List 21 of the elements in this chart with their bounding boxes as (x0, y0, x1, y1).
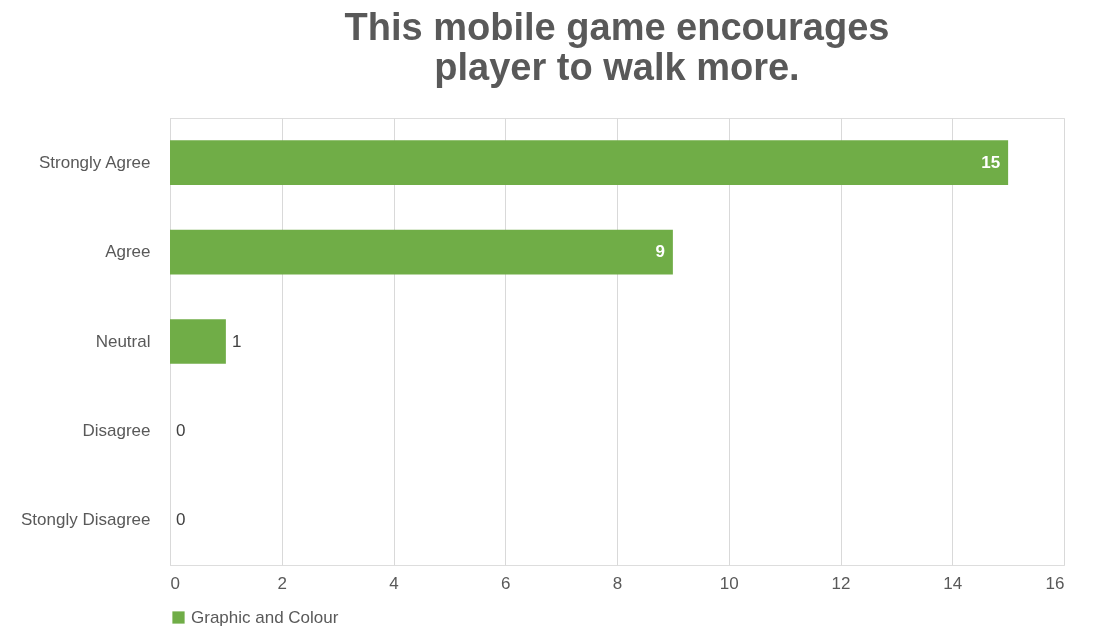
x-tick-label: 12 (831, 573, 851, 593)
data-label: 1 (231, 331, 242, 351)
x-tick-label: 6 (501, 573, 511, 593)
x-tick-label: 14 (943, 573, 963, 593)
x-tick-label: 4 (389, 573, 399, 593)
data-label: 0 (176, 420, 186, 440)
chart-title: This mobile game encourages player to walk more. (344, 6, 890, 88)
y-tick-label: Disagree (82, 420, 151, 440)
x-tick-label: 8 (612, 573, 623, 593)
x-tick-label: 16 (1045, 573, 1065, 593)
x-tick-label: 10 (719, 573, 739, 593)
y-tick-label: Stongly Disagree (21, 510, 151, 530)
x-tick-label: 0 (170, 573, 180, 593)
y-tick-label: Agree (105, 242, 151, 262)
data-label: 9 (655, 242, 665, 262)
data-label: 15 (981, 152, 1001, 172)
x-tick-label: 2 (277, 573, 287, 593)
y-tick-label: Strongly Agree (38, 152, 151, 172)
legend-label: Graphic and Colour (191, 607, 339, 627)
y-tick-label: Neutral (95, 331, 151, 351)
data-label: 0 (176, 510, 186, 530)
